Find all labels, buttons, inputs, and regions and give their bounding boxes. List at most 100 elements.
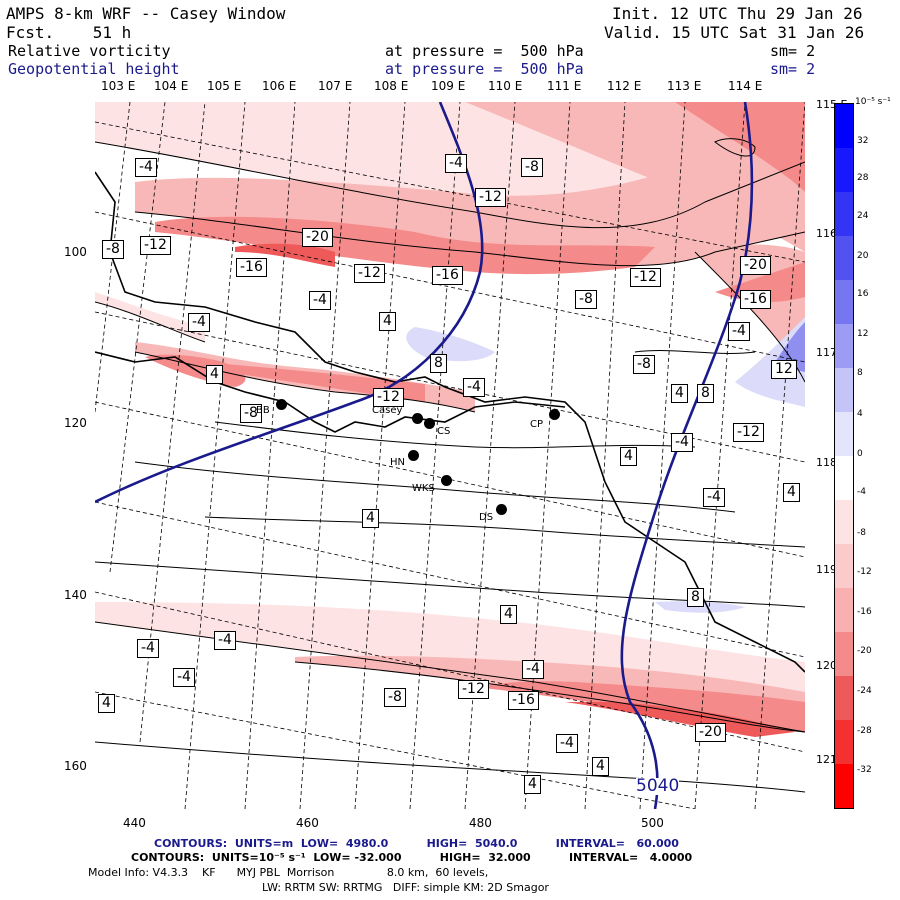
lon-label: 103 E — [101, 79, 136, 93]
contour-label: 4 — [592, 757, 609, 776]
field2-smoothing: sm= 2 — [770, 60, 816, 78]
contour-label: -20 — [695, 723, 726, 742]
colorbar-segment — [835, 764, 853, 808]
forecast-hour: Fcst. 51 h — [6, 23, 132, 42]
lon-label: 114 E — [728, 79, 763, 93]
colorbar-label: 4 — [857, 409, 863, 419]
contour-label: -16 — [432, 266, 463, 285]
contour-label: 4 — [98, 694, 115, 713]
x-tick-label: 480 — [469, 816, 492, 830]
y-tick-label: 100 — [64, 245, 87, 259]
contour-label: -8 — [521, 158, 543, 177]
lon-label: 110 E — [488, 79, 523, 93]
contour-label: -4 — [188, 313, 210, 332]
geopotential-height-contours — [95, 102, 754, 809]
colorbar-label: 20 — [857, 251, 869, 261]
contour-label: -4 — [214, 631, 236, 650]
colorbar-segment — [835, 104, 853, 148]
valid-time: Valid. 15 UTC Sat 31 Jan 26 — [604, 23, 865, 42]
station-label-cp: CP — [530, 419, 544, 430]
contour-label: -4 — [671, 433, 693, 452]
contour-label: 12 — [771, 360, 797, 379]
station-marker — [496, 504, 507, 515]
colorbar-segment — [835, 148, 853, 192]
colorbar-label: 8 — [857, 368, 863, 378]
station-marker — [412, 413, 423, 424]
lon-label: 107 E — [318, 79, 353, 93]
colorbar-segment — [835, 676, 853, 720]
contour-label: -4 — [173, 668, 195, 687]
colorbar-label: -28 — [857, 726, 872, 736]
contour-label: 8 — [697, 384, 714, 403]
contour-label: -4 — [463, 378, 485, 397]
colorbar-segment — [835, 412, 853, 456]
lon-label: 106 E — [262, 79, 297, 93]
contour-label: -16 — [236, 258, 267, 277]
colorbar-label: 12 — [857, 329, 869, 339]
contour-label: -4 — [703, 488, 725, 507]
colorbar-segment — [835, 456, 853, 500]
colorbar-label: -12 — [857, 567, 872, 577]
colorbar-label: -32 — [857, 765, 872, 775]
colorbar-segment — [835, 192, 853, 236]
contour-label: -20 — [302, 228, 333, 247]
colorbar-label: 0 — [857, 449, 863, 459]
station-marker — [408, 450, 419, 461]
lon-label: 105 E — [207, 79, 242, 93]
station-label-wks: WKS — [412, 483, 435, 494]
height-contour-info: CONTOURS: UNITS=m LOW= 4980.0 HIGH= 5040… — [154, 837, 679, 850]
colorbar-segment — [835, 280, 853, 324]
contour-label: 4 — [379, 312, 396, 331]
colorbar-segment — [835, 500, 853, 544]
contour-label: 4 — [620, 447, 637, 466]
contour-label: -8 — [633, 355, 655, 374]
station-marker — [424, 418, 435, 429]
contour-label: -20 — [740, 256, 771, 275]
physics-info: LW: RRTM SW: RRTMG DIFF: simple KM: 2D S… — [262, 881, 549, 894]
latlon-grid — [95, 102, 805, 809]
colorbar-label: 32 — [857, 136, 869, 146]
x-tick-label: 460 — [296, 816, 319, 830]
colorbar-label: -20 — [857, 646, 872, 656]
station-label-bb: BB — [256, 405, 270, 416]
contour-label: -8 — [575, 290, 597, 309]
contour-label: -4 — [135, 158, 157, 177]
y-tick-label: 120 — [64, 416, 87, 430]
contour-label: -12 — [630, 268, 661, 287]
x-tick-label: 440 — [123, 816, 146, 830]
contour-label: 4 — [362, 509, 379, 528]
station-marker — [549, 409, 560, 420]
contour-label: -4 — [522, 660, 544, 679]
contour-label: 4 — [783, 483, 800, 502]
model-info: Model Info: V4.3.3 KF MYJ PBL Morrison 8… — [88, 866, 489, 879]
contour-label: 4 — [206, 365, 223, 384]
lon-label: 113 E — [667, 79, 702, 93]
contour-label: 4 — [500, 605, 517, 624]
contour-label: -4 — [309, 291, 331, 310]
colorbar-segment — [835, 588, 853, 632]
field2-level: at pressure = 500 hPa — [385, 60, 584, 78]
colorbar-label: 24 — [857, 211, 869, 221]
colorbar-label: -24 — [857, 686, 872, 696]
contour-label: -8 — [102, 240, 124, 259]
colorbar-segment — [835, 324, 853, 368]
station-marker — [441, 475, 452, 486]
colorbar-label: 16 — [857, 289, 869, 299]
contour-label: -4 — [728, 322, 750, 341]
vorticity-contours — [95, 138, 805, 793]
contour-label: -8 — [240, 404, 262, 423]
height-contour-label: 5040 — [636, 776, 680, 796]
lon-label: 104 E — [154, 79, 189, 93]
contour-label: -12 — [733, 423, 764, 442]
contour-label: -12 — [373, 388, 404, 407]
map-title: AMPS 8-km WRF -- Casey Window — [6, 4, 286, 23]
colorbar-label: 28 — [857, 173, 869, 183]
contour-label: -4 — [445, 154, 467, 173]
contour-label: 8 — [430, 354, 447, 373]
lon-label: 111 E — [547, 79, 582, 93]
contour-label: 8 — [687, 588, 704, 607]
field2-name: Geopotential height — [8, 60, 180, 78]
field1-level: at pressure = 500 hPa — [385, 42, 584, 60]
y-tick-label: 160 — [64, 759, 87, 773]
colorbar-segment — [835, 368, 853, 412]
